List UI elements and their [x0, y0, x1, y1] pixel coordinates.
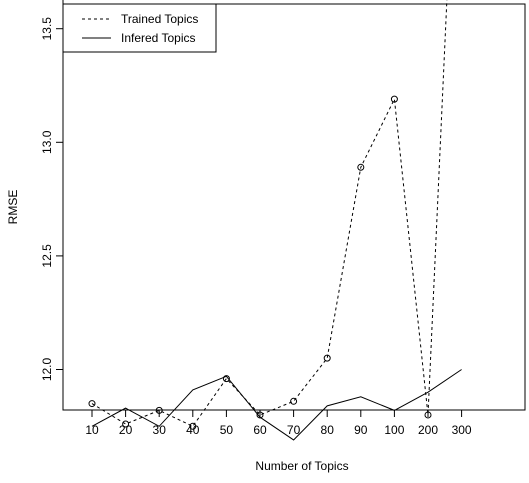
y-axis-title: RMSE [6, 190, 20, 225]
series-line-trained-topics [91, 0, 448, 427]
y-tick-label: 12.0 [40, 357, 54, 381]
legend-label-trained-topics: Trained Topics [121, 12, 198, 26]
x-axis-title: Number of Topics [255, 459, 348, 473]
legend-label-infered-topics: Infered Topics [121, 31, 196, 45]
data-point-trained-topics [189, 422, 197, 430]
legend-box [62, 3, 217, 53]
x-tick-label: 200 [418, 423, 438, 437]
y-tick-label: 13.5 [40, 17, 54, 41]
data-point-trained-topics [323, 354, 331, 362]
x-tick-label: 90 [354, 423, 368, 437]
x-tick-label: 100 [384, 423, 404, 437]
axes: 10 20 30 40 50 60 70 80 90 100 200 300 12.0 12.5 13.0 1… [40, 0, 472, 437]
y-tick-label: 13.0 [40, 130, 54, 154]
x-tick-label: 70 [287, 423, 301, 437]
x-tick-label: 50 [220, 423, 234, 437]
data-point-trained-topics [222, 375, 230, 383]
x-tick-label: 30 [153, 423, 167, 437]
x-tick-label: 40 [186, 423, 200, 437]
data-point-trained-topics [122, 420, 130, 428]
data-point-trained-topics [88, 400, 96, 408]
data-point-trained-topics [424, 411, 432, 419]
series-layer [88, 0, 462, 441]
plot-frame [62, 3, 526, 411]
y-tick-label: 12.5 [40, 244, 54, 268]
x-tick-label: 80 [321, 423, 335, 437]
x-tick-label: 20 [119, 423, 133, 437]
x-tick-label: 60 [253, 423, 267, 437]
series-line-infered-topics [91, 369, 462, 441]
legend: Trained Topics Infered Topics [62, 3, 217, 53]
data-point-trained-topics [357, 163, 365, 171]
x-tick-label: 10 [85, 423, 99, 437]
data-point-trained-topics [155, 406, 163, 414]
data-point-trained-topics [290, 397, 298, 405]
data-point-trained-topics [390, 95, 398, 103]
x-tick-label: 300 [452, 423, 472, 437]
data-point-trained-topics [256, 411, 264, 419]
